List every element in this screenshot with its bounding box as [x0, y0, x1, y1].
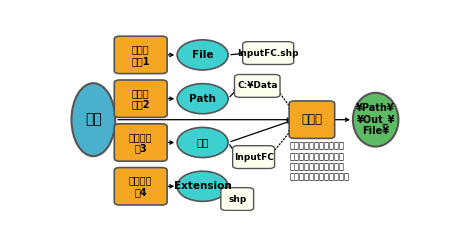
Text: パスの解
析3: パスの解 析3 [129, 132, 152, 153]
Ellipse shape [177, 84, 228, 114]
Text: パスの
解析2: パスの 解析2 [132, 88, 150, 109]
Text: Path: Path [189, 94, 216, 104]
FancyBboxPatch shape [243, 42, 294, 64]
FancyBboxPatch shape [114, 124, 167, 161]
Ellipse shape [353, 93, 399, 147]
Text: ¥Path¥
¥Out_¥
File¥: ¥Path¥ ¥Out_¥ File¥ [356, 103, 395, 137]
Text: パスの
解析1: パスの 解析1 [132, 44, 150, 66]
Ellipse shape [177, 171, 228, 201]
Text: コピー: コピー [301, 113, 322, 126]
Text: ファイル、パス、名前、
拡張子を、別のツールの
出力内で行内変数として
使用することができます。: ファイル、パス、名前、 拡張子を、別のツールの 出力内で行内変数として 使用する… [290, 141, 350, 182]
Text: C:¥Data: C:¥Data [237, 82, 277, 91]
Ellipse shape [177, 128, 228, 158]
FancyBboxPatch shape [114, 168, 167, 205]
Ellipse shape [177, 40, 228, 70]
Text: Extension: Extension [174, 181, 232, 191]
Text: shp: shp [228, 195, 246, 204]
Ellipse shape [71, 83, 115, 156]
FancyBboxPatch shape [233, 146, 274, 169]
Text: 名前: 名前 [196, 137, 209, 147]
FancyBboxPatch shape [114, 36, 167, 74]
FancyBboxPatch shape [289, 101, 335, 138]
FancyBboxPatch shape [114, 80, 167, 117]
FancyBboxPatch shape [235, 74, 280, 97]
Text: パスの解
析4: パスの解 析4 [129, 175, 152, 197]
Text: File: File [192, 50, 213, 60]
Text: InputFC.shp: InputFC.shp [237, 49, 299, 58]
Text: 入力: 入力 [85, 113, 102, 127]
Text: InputFC: InputFC [234, 153, 274, 162]
FancyBboxPatch shape [221, 188, 254, 210]
